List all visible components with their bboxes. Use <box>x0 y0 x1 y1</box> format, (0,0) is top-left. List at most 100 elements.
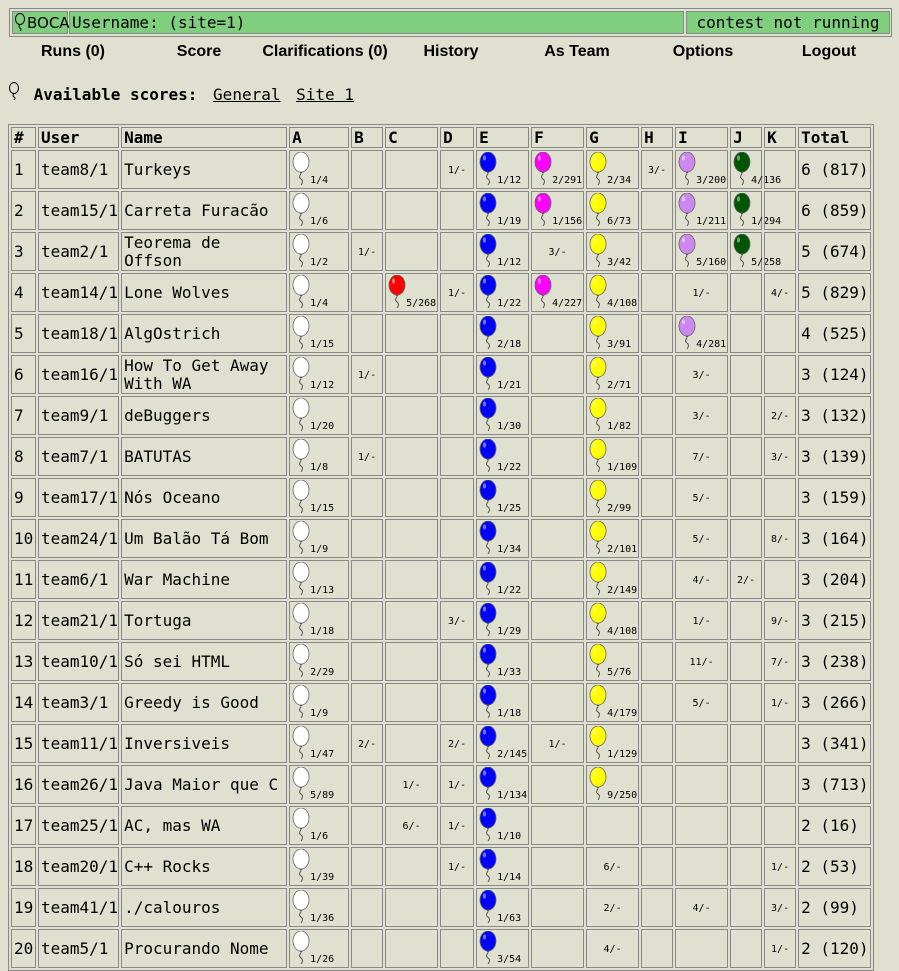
solved-score: 1/9 <box>310 544 329 555</box>
problem-cell-g: 2/149 <box>586 560 640 599</box>
attempts-score: 7/- <box>771 657 790 668</box>
user-cell: team3/1 <box>38 683 120 722</box>
team-name-cell: AC, mas WA <box>121 806 288 845</box>
user-cell: team41/1 <box>38 888 120 927</box>
total-cell: 3 (139) <box>798 437 872 476</box>
solved-score: 4/179 <box>607 708 638 719</box>
problem-cell-g: 4/179 <box>586 683 640 722</box>
menu-logout[interactable]: Logout <box>801 43 857 60</box>
column-header-e: E <box>476 127 530 148</box>
balloon-icon <box>589 234 607 268</box>
attempts-score: 5/- <box>692 534 711 545</box>
rank-cell: 20 <box>11 929 36 968</box>
problem-cell-c: 1/- <box>385 765 439 804</box>
problem-cell-j <box>730 765 763 804</box>
team-name-cell: Tortuga <box>121 601 288 640</box>
total-cell: 2 (16) <box>798 806 872 845</box>
menu-options[interactable]: Options <box>672 43 734 60</box>
team-name-cell: ./calouros <box>121 888 288 927</box>
problem-cell-a: 1/4 <box>289 273 350 312</box>
balloon-icon <box>292 890 310 924</box>
balloon-icon <box>479 808 497 842</box>
problem-cell-h <box>641 355 674 394</box>
table-row: 18 team20/1 C++ Rocks 1/39 1/- 1/14 6/- 1/- 2 (5… <box>11 847 872 886</box>
menu-clarifications[interactable]: Clarifications (0) <box>262 43 388 60</box>
problem-cell-c: 5/268 <box>385 273 439 312</box>
total-cell: 3 (713) <box>798 765 872 804</box>
problem-cell-c <box>385 314 439 353</box>
balloon-icon <box>479 234 497 268</box>
balloon-icon <box>292 316 310 350</box>
balloon-icon <box>589 767 607 801</box>
balloon-icon <box>589 480 607 514</box>
attempts-score: 1/- <box>448 821 467 832</box>
balloon-icon <box>479 890 497 924</box>
problem-cell-e: 1/22 <box>476 560 530 599</box>
problem-cell-f <box>531 642 585 681</box>
column-header-g: G <box>586 127 640 148</box>
balloon-icon <box>534 275 552 309</box>
problem-cell-b <box>351 273 384 312</box>
problem-cell-b <box>351 314 384 353</box>
problem-cell-d: 2/- <box>440 724 475 763</box>
scoreboard-table: # User Name A B C D E F G H I J K Total 1 team8/1 Turkey… <box>8 124 875 971</box>
total-cell: 2 (53) <box>798 847 872 886</box>
attempts-score: 5/- <box>692 493 711 504</box>
problem-cell-i: 5/- <box>675 683 729 722</box>
solved-score: 1/6 <box>310 831 329 842</box>
attempts-score: 2/- <box>603 903 622 914</box>
problem-cell-h <box>641 929 674 968</box>
problem-cell-a: 1/15 <box>289 314 350 353</box>
problem-cell-g: 1/129 <box>586 724 640 763</box>
balloon-icon <box>733 234 751 268</box>
menu-score[interactable]: Score <box>176 43 222 60</box>
balloon-icon <box>534 152 552 186</box>
logo-text: BOCA <box>27 14 70 32</box>
problem-cell-b <box>351 642 384 681</box>
link-site-1[interactable]: Site 1 <box>296 85 354 104</box>
problem-cell-g: 4/108 <box>586 273 640 312</box>
solved-score: 3/200 <box>696 175 727 186</box>
column-header-b: B <box>351 127 384 148</box>
balloon-icon <box>479 644 497 678</box>
menu-runs[interactable]: Runs (0) <box>41 43 105 60</box>
total-cell: 5 (829) <box>798 273 872 312</box>
user-cell: team18/1 <box>38 314 120 353</box>
problem-cell-d: 1/- <box>440 150 475 189</box>
attempts-score: 4/- <box>692 903 711 914</box>
problem-cell-g: 1/109 <box>586 437 640 476</box>
menu-history[interactable]: History <box>423 43 479 60</box>
problem-cell-a: 1/6 <box>289 191 350 230</box>
problem-cell-g: 3/42 <box>586 232 640 271</box>
problem-cell-j <box>730 273 763 312</box>
balloon-icon <box>589 603 607 637</box>
attempts-score: 1/- <box>692 288 711 299</box>
problem-cell-b <box>351 560 384 599</box>
contest-status: contest not running <box>686 11 890 34</box>
column-header-a: A <box>289 127 350 148</box>
main-menu: Runs (0) Score Clarifications (0) Histor… <box>10 40 892 64</box>
balloon-icon <box>479 726 497 760</box>
problem-cell-j: 1/294 <box>730 191 781 230</box>
solved-score: 1/25 <box>497 503 522 514</box>
problem-cell-f <box>531 478 585 517</box>
problem-cell-h <box>641 191 674 230</box>
problem-cell-b <box>351 478 384 517</box>
column-header-name: Name <box>121 127 288 148</box>
problem-cell-d <box>440 355 475 394</box>
menu-as-team[interactable]: As Team <box>544 43 610 60</box>
column-header-c: C <box>385 127 439 148</box>
problem-cell-g: 2/101 <box>586 519 640 558</box>
problem-cell-g: 2/34 <box>586 150 640 189</box>
balloon-icon <box>589 152 607 186</box>
problem-cell-a: 1/8 <box>289 437 350 476</box>
problem-cell-e: 1/33 <box>476 642 530 681</box>
problem-cell-j <box>730 929 763 968</box>
link-general[interactable]: General <box>213 85 281 104</box>
balloon-icon <box>292 398 310 432</box>
available-scores-label: Available scores: <box>33 85 198 104</box>
attempts-score: 1/- <box>548 739 567 750</box>
problem-cell-a: 1/15 <box>289 478 350 517</box>
solved-score: 3/42 <box>607 257 632 268</box>
attempts-score: 1/- <box>448 165 467 176</box>
